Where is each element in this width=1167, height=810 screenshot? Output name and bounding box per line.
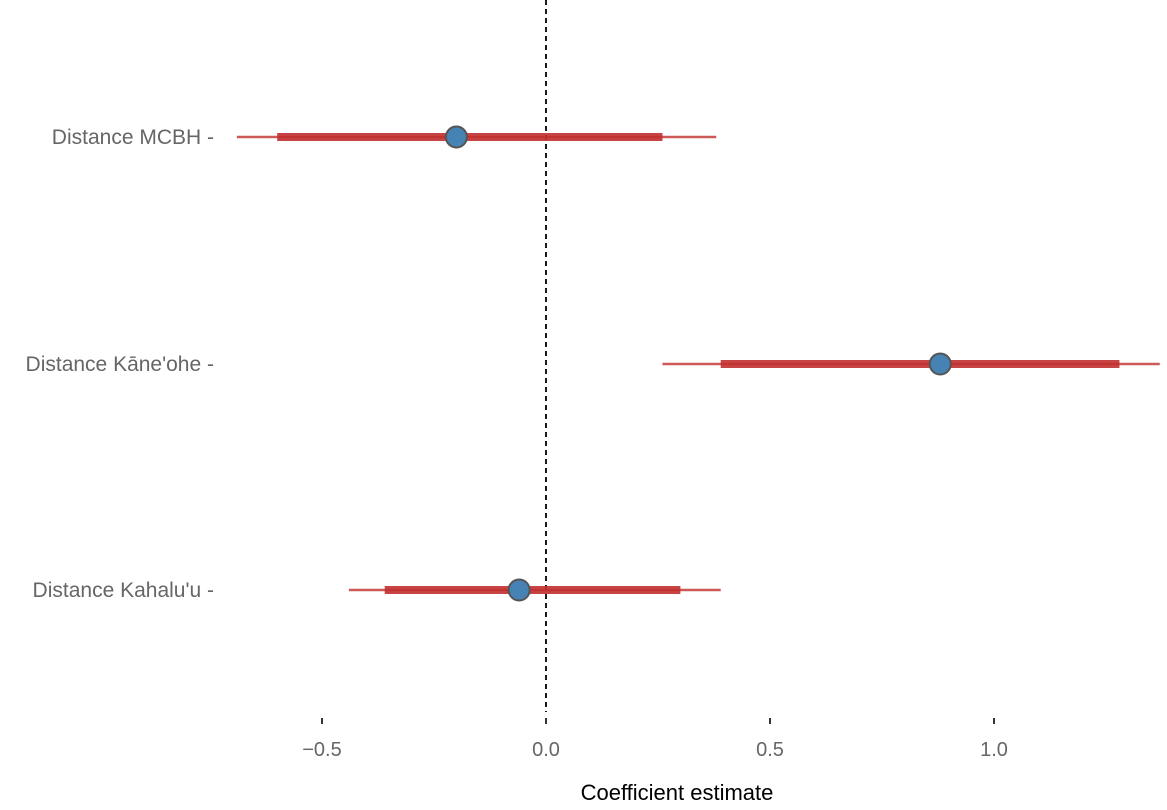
x-tick-label-2: 0.5 <box>756 739 784 761</box>
y-label-1: Distance Kāne'ohe - <box>26 353 214 376</box>
y-label-2: Distance Kahalu'u - <box>33 579 214 602</box>
y-label-0: Distance MCBH - <box>52 126 214 149</box>
x-axis-title: Coefficient estimate <box>581 780 774 805</box>
x-axis-ticks: −0.5 0.0 0.5 1.0 <box>302 718 1008 761</box>
interval-layer <box>236 133 1160 594</box>
estimate-point-0 <box>444 125 468 149</box>
y-axis-labels: Distance MCBH - Distance Kāne'ohe - Distan… <box>26 126 214 602</box>
point-layer <box>444 125 952 602</box>
estimate-point-1 <box>928 352 952 376</box>
x-tick-label-3: 1.0 <box>980 739 1008 761</box>
estimate-point-2 <box>507 578 531 602</box>
x-tick-label-1: 0.0 <box>532 739 560 761</box>
x-tick-label-0: −0.5 <box>302 739 341 761</box>
